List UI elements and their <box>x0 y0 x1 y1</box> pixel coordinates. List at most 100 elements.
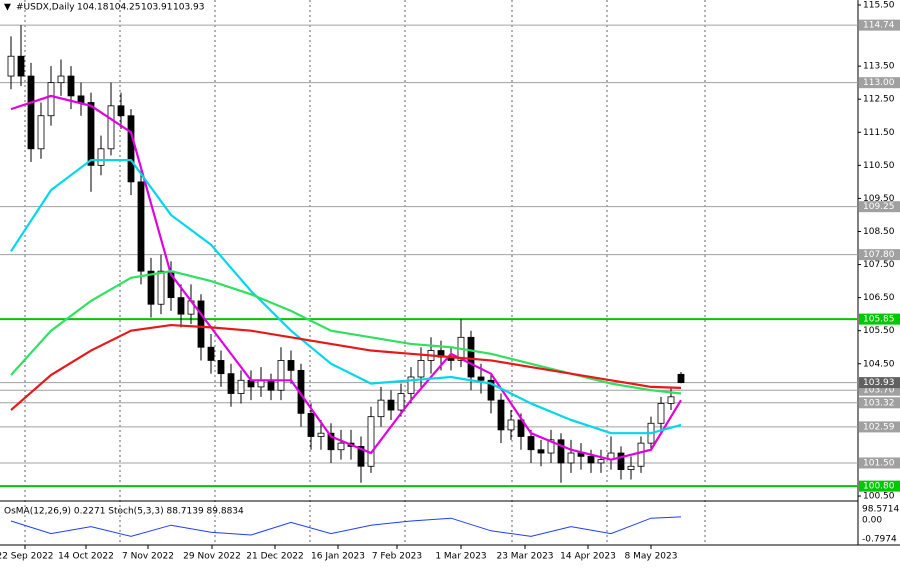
indicator-axis-label: 98.5714 <box>862 505 899 515</box>
candle-body <box>357 446 365 467</box>
candle-body <box>407 376 415 394</box>
x-tick-label: 23 Mar 2023 <box>496 552 553 562</box>
candle-body <box>667 396 675 404</box>
candle-body <box>67 75 75 97</box>
y-tick-label: 110.50 <box>863 161 895 171</box>
y-tick-label: 113.50 <box>863 62 895 72</box>
candle-body <box>197 300 205 348</box>
candle-body <box>27 75 35 150</box>
level-label-box <box>859 249 900 261</box>
level-label-box <box>859 19 900 31</box>
level-label: 109.25 <box>863 202 895 212</box>
candle-body <box>677 373 685 384</box>
candle-body <box>147 270 155 305</box>
stochastic-line <box>10 516 682 537</box>
level-label-box <box>859 201 900 213</box>
candle-body <box>227 373 235 394</box>
y-tick-label: 111.50 <box>863 128 895 138</box>
level-label-box <box>859 397 900 409</box>
level-label: 101.50 <box>863 458 895 468</box>
x-tick-label: 14 Apr 2023 <box>560 552 616 562</box>
level-label: 113.00 <box>863 78 895 88</box>
candle-body <box>547 439 555 454</box>
x-tick-label: 1 Mar 2023 <box>435 552 486 562</box>
level-label: 102.59 <box>863 422 895 432</box>
level-label: 107.80 <box>863 250 895 260</box>
candle-body <box>137 181 145 272</box>
x-tick-label: 7 Feb 2023 <box>372 552 422 562</box>
candle-body <box>327 432 335 451</box>
level-label: 114.74 <box>863 21 895 31</box>
level-label: 105.85 <box>863 315 895 325</box>
candle-body <box>117 105 125 117</box>
candle-body <box>177 297 185 315</box>
x-tick-label: 21 Dec 2022 <box>246 552 304 562</box>
header-low: 103.91 <box>141 3 173 13</box>
candle-body <box>267 379 275 391</box>
y-tick-label: 109.50 <box>863 194 895 204</box>
indicator-axis-label: -0.7974 <box>862 535 897 545</box>
y-tick-label: 104.50 <box>863 359 895 369</box>
candle-body <box>637 442 645 467</box>
candle-body <box>37 115 45 150</box>
candle-body <box>87 102 95 166</box>
moving-average <box>10 158 682 435</box>
candle-body <box>387 399 395 411</box>
moving-average <box>10 94 682 461</box>
candle-body <box>417 360 425 378</box>
x-tick-label: 16 Jan 2023 <box>311 552 365 562</box>
x-tick-label: 7 Nov 2022 <box>122 552 174 562</box>
candle-body <box>507 419 515 431</box>
candle-body <box>377 399 385 418</box>
level-label-box <box>859 480 900 492</box>
header-open: 104.18 <box>77 3 109 13</box>
candle-body <box>537 449 545 454</box>
candle-body <box>207 346 215 361</box>
candle-body <box>627 465 635 470</box>
candle-body <box>307 412 315 437</box>
period-separators <box>24 0 706 545</box>
y-tick-label: 115.50 <box>863 1 895 11</box>
header-close: 103.93 <box>173 3 205 13</box>
y-tick-label: 108.50 <box>863 227 895 237</box>
candle-body <box>337 442 345 451</box>
current-price-box <box>859 377 900 389</box>
current-price-label: 103.93 <box>863 378 895 388</box>
candle-body <box>587 455 595 464</box>
candle-body <box>7 55 15 77</box>
x-tick-label: 22 Sep 2022 <box>0 552 54 562</box>
candle-body <box>47 82 55 117</box>
candle-body <box>57 75 65 84</box>
candle-body <box>597 459 605 464</box>
level-label-box <box>859 421 900 433</box>
candle-body <box>157 270 165 305</box>
candle-body <box>317 432 325 437</box>
x-tick-label: 8 May 2023 <box>625 552 678 562</box>
candle-body <box>497 399 505 431</box>
y-tick-label: 100.50 <box>863 492 895 502</box>
level-label: 103.32 <box>863 398 895 408</box>
candle-body <box>617 452 625 470</box>
candle-body <box>367 416 375 467</box>
collapse-arrow[interactable]: ▼ <box>4 3 11 13</box>
level-label-box <box>859 313 900 325</box>
y-tick-label: 107.50 <box>863 260 895 270</box>
candle-body <box>477 376 485 381</box>
candle-body <box>217 360 225 375</box>
level-label: 103.70 <box>863 386 895 396</box>
candle-body <box>287 360 295 371</box>
candle-body <box>527 436 535 451</box>
level-label-box <box>859 384 900 396</box>
x-tick-label: 14 Oct 2022 <box>58 552 114 562</box>
indicator-title: OsMA(12,26,9) 0.2271 Stoch(5,3,3) 88.713… <box>4 507 244 517</box>
level-label-box <box>859 77 900 89</box>
candle-body <box>237 379 245 394</box>
level-label: 100.80 <box>863 482 895 492</box>
candle-body <box>77 95 85 103</box>
candle-body <box>557 439 565 464</box>
header-high: 104.25 <box>109 3 141 13</box>
candle-body <box>17 55 25 77</box>
